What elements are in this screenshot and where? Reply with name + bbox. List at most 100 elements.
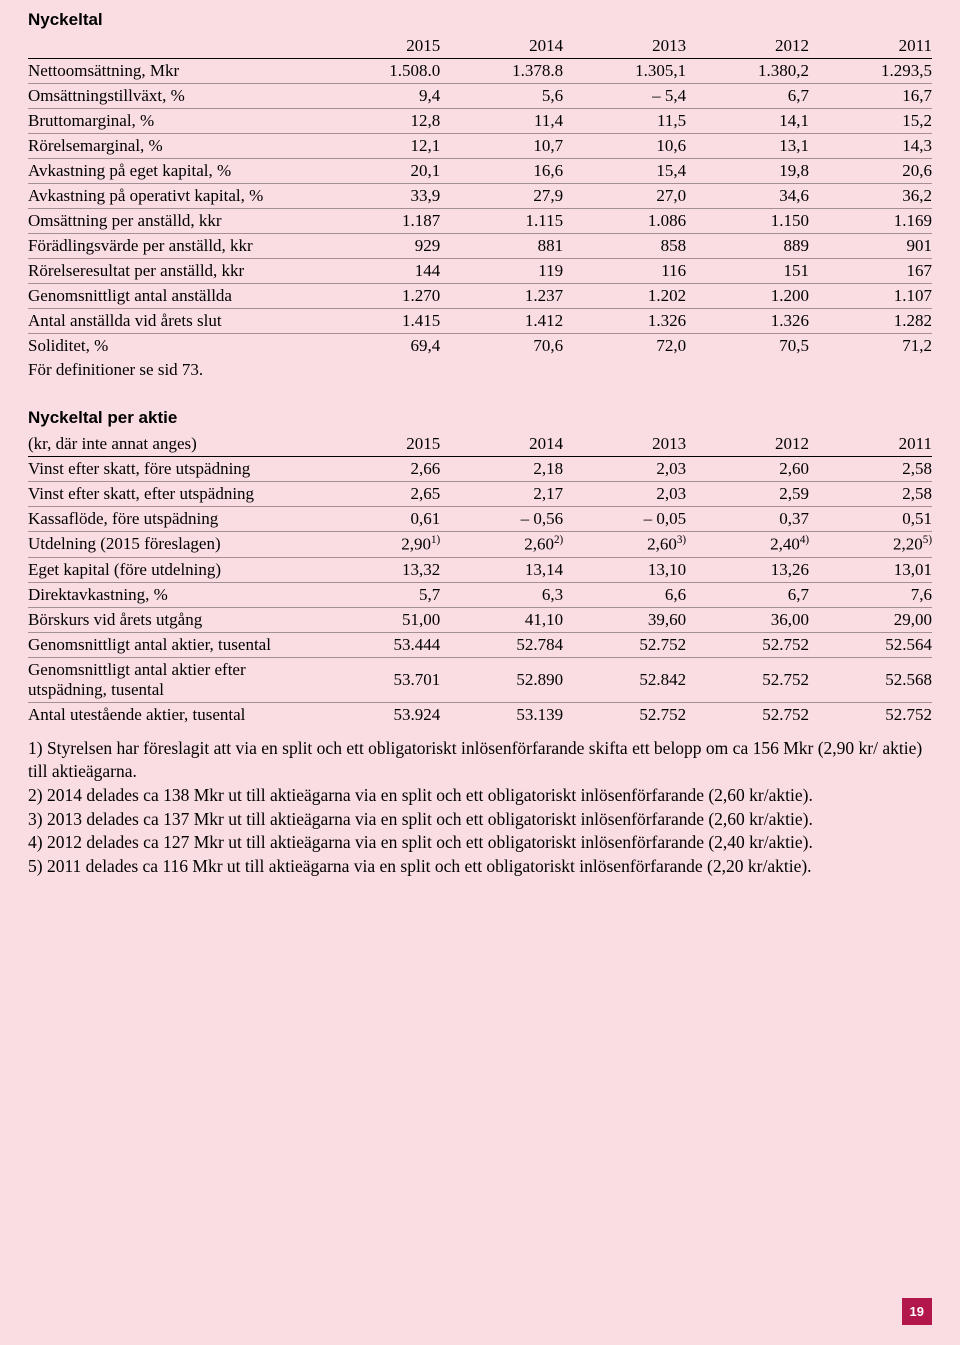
cell-value: 1.378.8 (440, 59, 563, 84)
cell-value: 51,00 (317, 607, 440, 632)
table-row: Bruttomarginal, %12,811,411,514,115,2 (28, 109, 932, 134)
cell-value: 6,6 (563, 582, 686, 607)
cell-value: 1.107 (809, 284, 932, 309)
col-header-year: 2013 (563, 432, 686, 457)
cell-value: 0,51 (809, 507, 932, 532)
table-b: (kr, där inte annat anges)20152014201320… (28, 432, 932, 727)
cell-value: 41,10 (440, 607, 563, 632)
cell-value: 15,4 (563, 159, 686, 184)
cell-value: 16,6 (440, 159, 563, 184)
cell-value: 20,6 (809, 159, 932, 184)
cell-value: 2,58 (809, 482, 932, 507)
row-label: Rörelseresultat per anställd, kkr (28, 259, 317, 284)
cell-value: 2,602) (440, 532, 563, 558)
footnote-line: 5) 2011 delades ca 116 Mkr ut till aktie… (28, 855, 932, 879)
cell-value: 33,9 (317, 184, 440, 209)
cell-value: 119 (440, 259, 563, 284)
cell-value: 10,6 (563, 134, 686, 159)
cell-value: 34,6 (686, 184, 809, 209)
cell-value: 10,7 (440, 134, 563, 159)
table-row: Eget kapital (före utdelning)13,3213,141… (28, 557, 932, 582)
cell-value: 13,26 (686, 557, 809, 582)
footnote-line: 2) 2014 delades ca 138 Mkr ut till aktie… (28, 784, 932, 808)
col-header-year: 2011 (809, 34, 932, 59)
cell-value: 52.752 (809, 702, 932, 727)
cell-value: 2,18 (440, 457, 563, 482)
cell-value: 11,4 (440, 109, 563, 134)
cell-value: 52.890 (440, 657, 563, 702)
table-row: Genomsnittligt antal aktier efter utspäd… (28, 657, 932, 702)
cell-value: – 0,56 (440, 507, 563, 532)
footnote-line: 1) Styrelsen har föreslagit att via en s… (28, 737, 932, 784)
row-label: Nettoomsättning, Mkr (28, 59, 317, 84)
table-row: Rörelsemarginal, %12,110,710,613,114,3 (28, 134, 932, 159)
cell-value: 1.169 (809, 209, 932, 234)
cell-value: 53.139 (440, 702, 563, 727)
cell-value: 53.444 (317, 632, 440, 657)
cell-value: 1.305,1 (563, 59, 686, 84)
cell-value: 1.187 (317, 209, 440, 234)
table-row: Omsättning per anställd, kkr1.1871.1151.… (28, 209, 932, 234)
table-row: Rörelseresultat per anställd, kkr144119 1… (28, 259, 932, 284)
cell-value: 14,1 (686, 109, 809, 134)
table-row: Vinst efter skatt, efter utspädning2,652… (28, 482, 932, 507)
cell-value: 52.568 (809, 657, 932, 702)
col-header-year: 2012 (686, 34, 809, 59)
cell-value: 19,8 (686, 159, 809, 184)
cell-value: 1.270 (317, 284, 440, 309)
cell-value: 1.415 (317, 309, 440, 334)
cell-value: 901 (809, 234, 932, 259)
cell-value: 52.752 (563, 702, 686, 727)
table-row: Antal anställda vid årets slut1.4151.412… (28, 309, 932, 334)
cell-value: 14,3 (809, 134, 932, 159)
cell-value: 5,6 (440, 84, 563, 109)
row-label: Direktavkastning, % (28, 582, 317, 607)
table-row: Nettoomsättning, Mkr1.508.01.378.81.305,… (28, 59, 932, 84)
cell-value: 11,5 (563, 109, 686, 134)
cell-value: 13,14 (440, 557, 563, 582)
row-label: Utdelning (2015 föreslagen) (28, 532, 317, 558)
cell-value: 52.752 (686, 702, 809, 727)
table-row: Antal utestående aktier, tusental53.9245… (28, 702, 932, 727)
col-header-label (28, 34, 317, 59)
row-label: Börskurs vid årets utgång (28, 607, 317, 632)
cell-value: 20,1 (317, 159, 440, 184)
table-row: Utdelning (2015 föreslagen)2,901)2,602)2… (28, 532, 932, 558)
cell-value: 858 (563, 234, 686, 259)
cell-value: 72,0 (563, 334, 686, 359)
cell-value: 2,03 (563, 482, 686, 507)
cell-value: 53.924 (317, 702, 440, 727)
table-row: Förädlingsvärde per anställd, kkr9298818… (28, 234, 932, 259)
cell-value: 52.564 (809, 632, 932, 657)
cell-value: 6,7 (686, 582, 809, 607)
table-row: Genomsnittligt antal anställda1.2701.237… (28, 284, 932, 309)
table-row: Avkastning på operativt kapital, %33,9 27… (28, 184, 932, 209)
table-row: Soliditet, %69,470,672,070,571,2 (28, 334, 932, 359)
footnote-line: 3) 2013 delades ca 137 Mkr ut till aktie… (28, 808, 932, 832)
table-b-title: Nyckeltal per aktie (28, 408, 932, 428)
row-label: Bruttomarginal, % (28, 109, 317, 134)
table-row: Börskurs vid årets utgång51,0041,1039,60… (28, 607, 932, 632)
cell-value: 2,03 (563, 457, 686, 482)
cell-value: 71,2 (809, 334, 932, 359)
cell-value: 27,0 (563, 184, 686, 209)
row-label: Avkastning på operativt kapital, % (28, 184, 317, 209)
table-a-title: Nyckeltal (28, 10, 932, 30)
cell-value: 15,2 (809, 109, 932, 134)
table-row: Direktavkastning, %5,76,36,66,77,6 (28, 582, 932, 607)
cell-value: 29,00 (809, 607, 932, 632)
cell-value: 167 (809, 259, 932, 284)
cell-value: 52.842 (563, 657, 686, 702)
cell-value: 52.784 (440, 632, 563, 657)
row-label: Genomsnittligt antal aktier efter utspäd… (28, 657, 317, 702)
cell-value: 2,901) (317, 532, 440, 558)
row-label: Antal anställda vid årets slut (28, 309, 317, 334)
cell-value: 1.237 (440, 284, 563, 309)
cell-value: – 5,4 (563, 84, 686, 109)
cell-value: 52.752 (686, 657, 809, 702)
row-label: Antal utestående aktier, tusental (28, 702, 317, 727)
cell-value: 144 (317, 259, 440, 284)
table-a-note: För definitioner se sid 73. (28, 360, 932, 380)
cell-value: 39,60 (563, 607, 686, 632)
cell-value: 1.508.0 (317, 59, 440, 84)
